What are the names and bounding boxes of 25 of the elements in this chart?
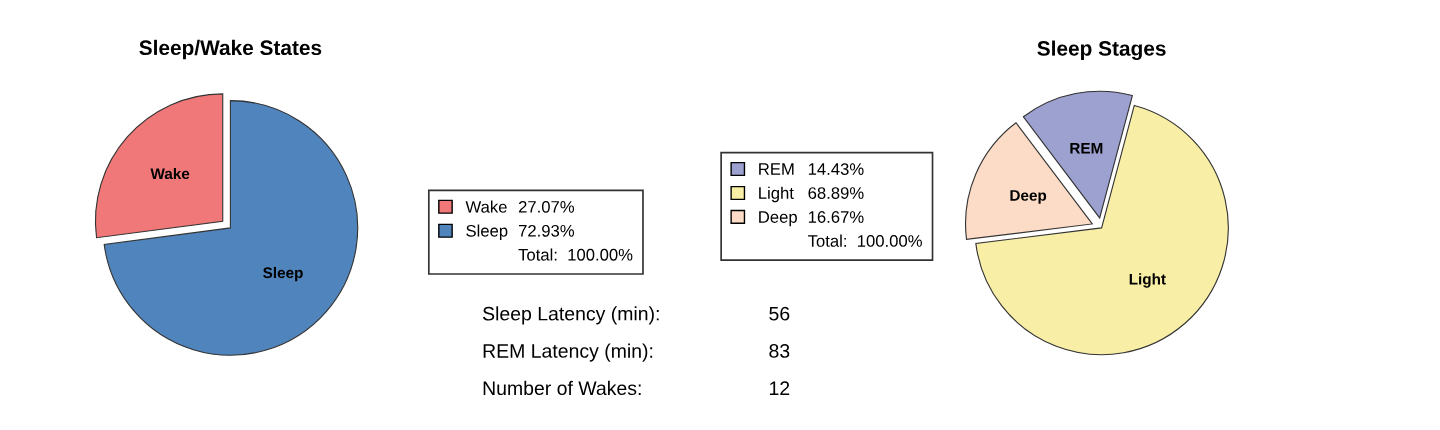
text: 83: [769, 344, 790, 358]
chart-title: Sleep/Wake States: [139, 39, 322, 60]
slice-label: REM: [1070, 142, 1103, 154]
text: Number of Wakes:: [483, 380, 641, 396]
chart-title: Sleep Stages: [1037, 40, 1166, 61]
text: Sleep Latency (min):: [483, 306, 659, 325]
text: 12: [770, 381, 790, 395]
data-label: 68.89%: [808, 187, 864, 199]
slice-label: Deep: [1010, 190, 1047, 204]
legend-label: Wake: [465, 200, 507, 213]
text: Total: 100.00%: [518, 248, 633, 261]
data-label: 27.07%: [518, 200, 575, 213]
slice-label: Sleep: [263, 266, 303, 282]
slice-label: Light: [1129, 273, 1166, 288]
legend-label: REM: [759, 163, 794, 175]
slice-label: Wake: [150, 167, 190, 180]
legend-label: Deep: [759, 211, 797, 227]
data-label: 14.43%: [808, 163, 864, 175]
data-label: 72.93%: [518, 224, 575, 237]
legend-label: Sleep: [466, 224, 508, 241]
text: 56: [769, 306, 790, 321]
text: REM Latency (min):: [483, 343, 653, 362]
legend-label: Light: [759, 186, 794, 203]
text: Total: 100.00%: [808, 234, 922, 247]
data-label: 16.67%: [808, 211, 864, 223]
